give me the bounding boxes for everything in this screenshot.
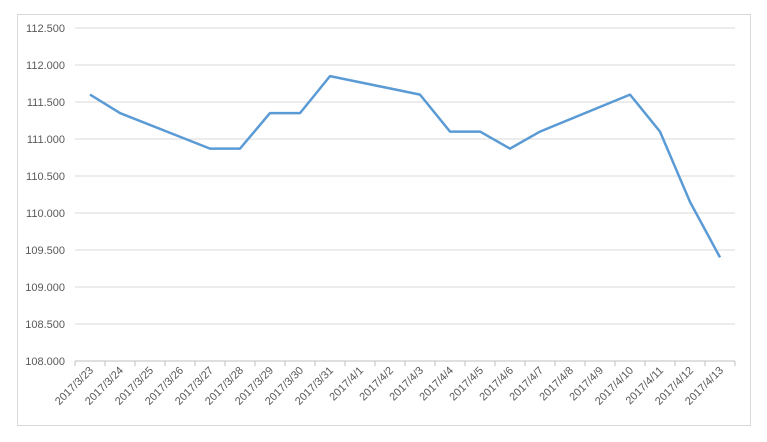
y-tick-label: 109.500 <box>25 245 65 257</box>
y-tick-label: 108.000 <box>25 356 65 368</box>
y-tick-label: 112.500 <box>26 23 65 35</box>
y-tick-label: 112.000 <box>26 60 65 72</box>
y-tick-label: 110.000 <box>26 208 65 220</box>
y-tick-label: 111.500 <box>27 97 65 109</box>
data-line <box>89 74 722 258</box>
y-tick-label: 110.500 <box>26 171 65 183</box>
y-tick-label: 108.500 <box>25 319 65 331</box>
y-tick-label: 109.000 <box>25 282 65 294</box>
y-tick-label: 111.000 <box>27 134 65 146</box>
chart-border <box>17 14 751 426</box>
